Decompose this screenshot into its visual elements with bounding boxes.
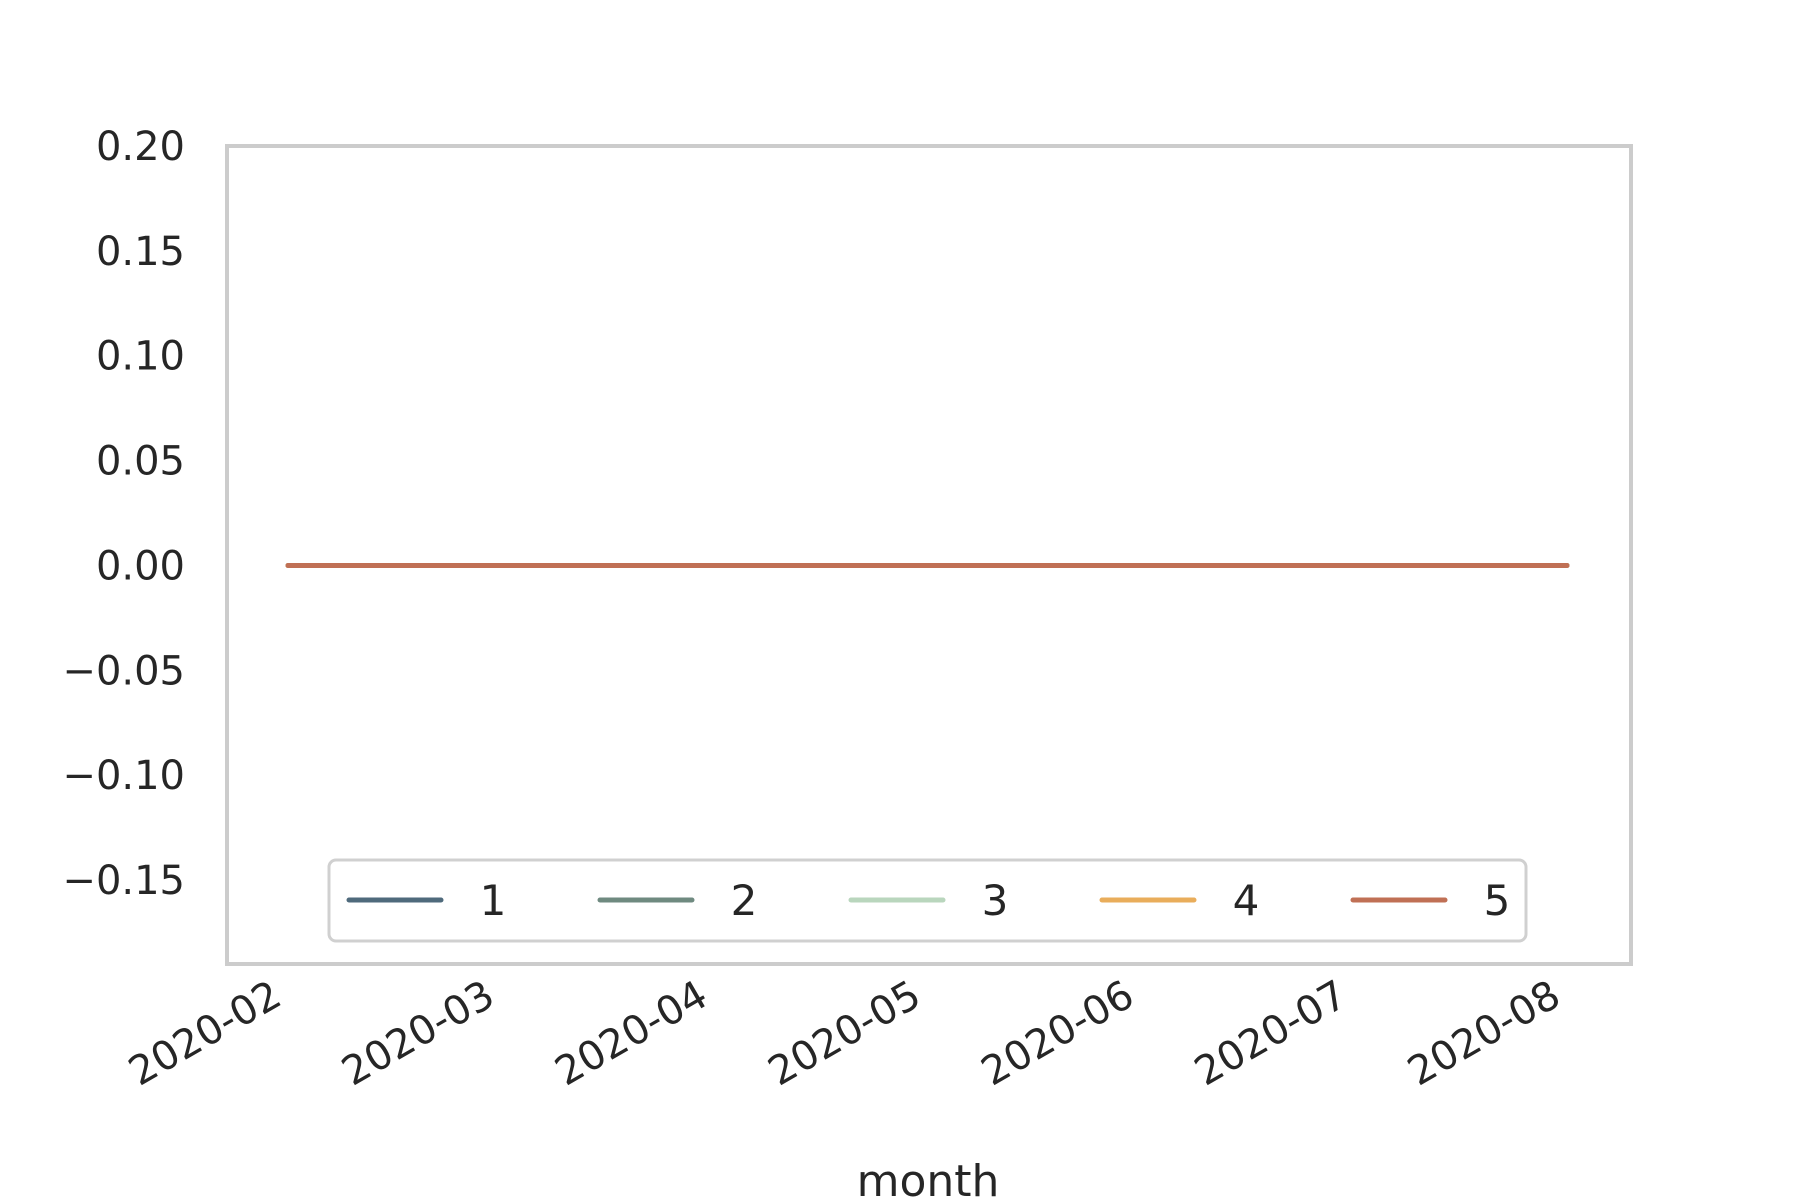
legend: 1 2 3 4 5: [327, 858, 1528, 943]
legend-label-4: 4: [1233, 876, 1260, 925]
y-tick-label: −0.15: [62, 858, 185, 904]
y-tick-label: 0.15: [96, 229, 185, 275]
legend-label-3: 3: [982, 876, 1009, 925]
x-tick-label: 2020-03: [334, 972, 502, 1095]
x-tick-label: 2020-04: [548, 972, 716, 1095]
y-tick-label: 0.20: [96, 124, 185, 170]
y-tick-label: −0.10: [62, 753, 185, 799]
x-tick-label: 2020-08: [1400, 972, 1568, 1095]
legend-label-5: 5: [1484, 876, 1511, 925]
plot-area: [225, 144, 1633, 966]
y-tick-label: 0.10: [96, 334, 185, 380]
x-tick-label: 2020-07: [1187, 972, 1355, 1095]
x-axis-ticks: 2020-02 2020-03 2020-04 2020-05 2020-06 2020-…: [121, 972, 1568, 1095]
x-tick-label: 2020-02: [121, 972, 289, 1095]
legend-label-1: 1: [480, 876, 507, 925]
x-axis-label: month: [857, 1156, 1000, 1200]
y-tick-label: 0.00: [96, 543, 185, 589]
y-tick-label: −0.05: [62, 648, 185, 694]
y-axis-ticks: 0.20 0.15 0.10 0.05 0.00 −0.05 −0.10 −0.15: [62, 124, 185, 904]
y-tick-label: 0.05: [96, 439, 185, 485]
x-tick-label: 2020-06: [974, 972, 1142, 1095]
legend-label-2: 2: [731, 876, 758, 925]
x-tick-label: 2020-05: [761, 972, 929, 1095]
